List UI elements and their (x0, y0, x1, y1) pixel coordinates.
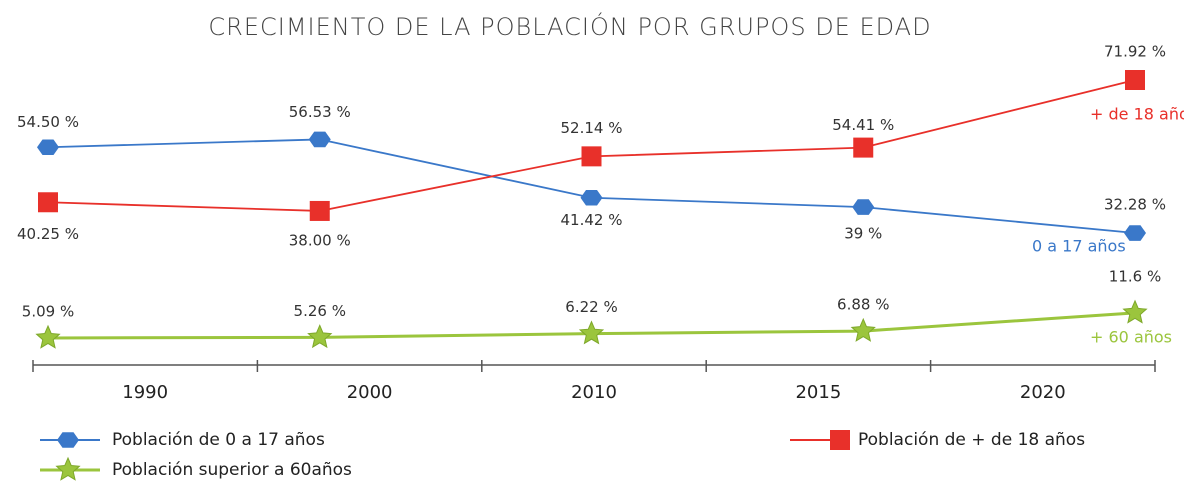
data-label: 32.28 % (1104, 196, 1166, 214)
marker (57, 432, 79, 448)
marker (308, 131, 331, 148)
marker (580, 189, 603, 206)
marker (309, 200, 330, 221)
data-label: 6.88 % (837, 296, 889, 314)
data-label: 38.00 % (289, 231, 351, 249)
data-label: 52.14 % (561, 119, 623, 137)
marker (1125, 70, 1145, 90)
series-end-label: + 60 años (1090, 327, 1172, 346)
series-end-label: + de 18 años (1090, 105, 1184, 124)
marker (35, 324, 61, 349)
marker (37, 139, 59, 156)
marker (1124, 225, 1146, 241)
x-tick-label: 1990 (122, 382, 168, 403)
marker (581, 146, 602, 167)
marker (852, 199, 875, 215)
legend-label: Población de 0 a 17 años (112, 430, 325, 450)
data-label: 40.25 % (17, 225, 79, 243)
x-tick-label: 2010 (571, 382, 617, 403)
marker (55, 456, 81, 481)
data-label: 39 % (844, 225, 882, 243)
marker (307, 324, 333, 349)
series-end-label: 0 a 17 años (1032, 237, 1126, 256)
legend-label: Población superior a 60años (112, 460, 352, 480)
chart-title: CRECIMIENTO DE LA POBLACIÓN POR GRUPOS D… (208, 11, 931, 41)
data-label: 56.53 % (289, 103, 351, 121)
data-label: 6.22 % (565, 298, 617, 316)
data-label: 54.41 % (832, 116, 894, 134)
legend-label: Población de + de 18 años (858, 430, 1085, 450)
data-label: 5.09 % (22, 303, 74, 321)
data-label: 71.92 % (1104, 43, 1166, 61)
marker (830, 430, 850, 450)
marker (1122, 299, 1148, 324)
marker (850, 317, 876, 342)
marker (578, 320, 605, 345)
data-label: 11.6 % (1109, 267, 1161, 285)
data-label: 41.42 % (561, 211, 623, 229)
x-tick-label: 2015 (795, 382, 841, 403)
x-tick-label: 2020 (1020, 382, 1066, 403)
x-tick-label: 2000 (347, 382, 393, 403)
data-label: 5.26 % (294, 302, 346, 320)
marker (38, 192, 58, 213)
marker (853, 137, 874, 158)
data-label: 54.50 % (17, 113, 79, 131)
